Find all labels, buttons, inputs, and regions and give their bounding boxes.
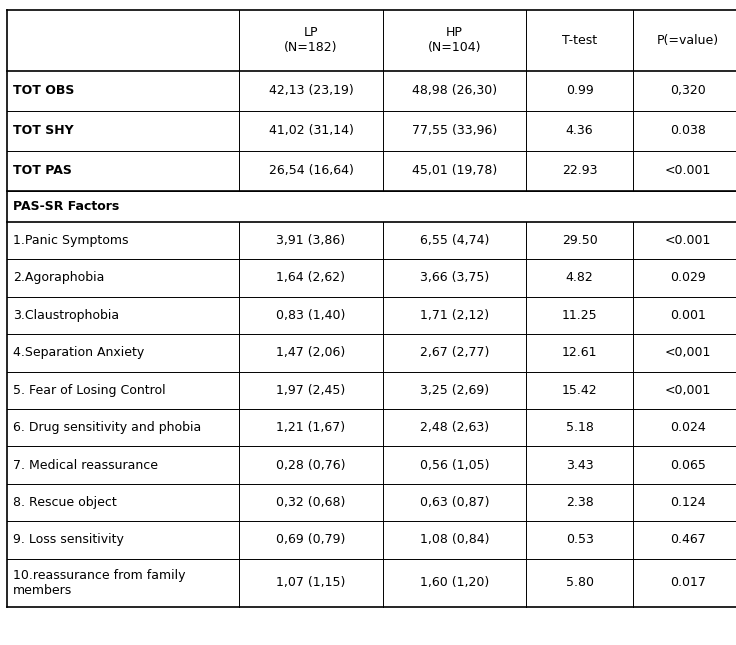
Text: 4.36: 4.36 xyxy=(566,124,593,137)
Text: <0,001: <0,001 xyxy=(665,346,712,359)
Text: 26,54 (16,64): 26,54 (16,64) xyxy=(269,164,353,177)
Text: TOT OBS: TOT OBS xyxy=(13,84,74,97)
Text: 8. Rescue object: 8. Rescue object xyxy=(13,496,117,509)
Text: 12.61: 12.61 xyxy=(562,346,598,359)
Text: 5.18: 5.18 xyxy=(566,421,593,434)
Text: 1,64 (2,62): 1,64 (2,62) xyxy=(277,272,345,284)
Text: 2.Agoraphobia: 2.Agoraphobia xyxy=(13,272,105,284)
Text: 22.93: 22.93 xyxy=(562,164,598,177)
Text: TOT PAS: TOT PAS xyxy=(13,164,72,177)
Text: 10.reassurance from family
members: 10.reassurance from family members xyxy=(13,569,185,597)
Text: 2,48 (2,63): 2,48 (2,63) xyxy=(420,421,489,434)
Text: 6. Drug sensitivity and phobia: 6. Drug sensitivity and phobia xyxy=(13,421,202,434)
Text: 0.53: 0.53 xyxy=(566,533,593,546)
Text: 0,56 (1,05): 0,56 (1,05) xyxy=(420,459,489,471)
Text: 2,67 (2,77): 2,67 (2,77) xyxy=(420,346,489,359)
Text: 0.029: 0.029 xyxy=(670,272,706,284)
Text: 4.82: 4.82 xyxy=(566,272,593,284)
Text: P(=value): P(=value) xyxy=(657,34,719,47)
Text: 5.80: 5.80 xyxy=(565,576,594,590)
Text: 1,97 (2,45): 1,97 (2,45) xyxy=(276,384,346,397)
Text: 1,47 (2,06): 1,47 (2,06) xyxy=(276,346,346,359)
Text: 1.Panic Symptoms: 1.Panic Symptoms xyxy=(13,234,129,247)
Text: 11.25: 11.25 xyxy=(562,309,598,322)
Text: 0.124: 0.124 xyxy=(670,496,706,509)
Text: 0.038: 0.038 xyxy=(670,124,706,137)
Text: 2.38: 2.38 xyxy=(566,496,593,509)
Text: 1,08 (0,84): 1,08 (0,84) xyxy=(420,533,489,546)
Text: 7. Medical reassurance: 7. Medical reassurance xyxy=(13,459,158,471)
Text: 1,21 (1,67): 1,21 (1,67) xyxy=(277,421,345,434)
Text: 77,55 (33,96): 77,55 (33,96) xyxy=(412,124,497,137)
Text: 9. Loss sensitivity: 9. Loss sensitivity xyxy=(13,533,124,546)
Text: 0,63 (0,87): 0,63 (0,87) xyxy=(420,496,489,509)
Text: 0,320: 0,320 xyxy=(670,84,706,97)
Text: 4.Separation Anxiety: 4.Separation Anxiety xyxy=(13,346,144,359)
Text: T-test: T-test xyxy=(562,34,597,47)
Text: 0,28 (0,76): 0,28 (0,76) xyxy=(276,459,346,471)
Text: 29.50: 29.50 xyxy=(562,234,598,247)
Text: 3,66 (3,75): 3,66 (3,75) xyxy=(420,272,489,284)
Text: 1,07 (1,15): 1,07 (1,15) xyxy=(276,576,346,590)
Text: TOT SHY: TOT SHY xyxy=(13,124,74,137)
Text: HP
(N=104): HP (N=104) xyxy=(428,26,481,54)
Text: 5. Fear of Losing Control: 5. Fear of Losing Control xyxy=(13,384,166,397)
Text: <0.001: <0.001 xyxy=(665,234,712,247)
Text: 3,91 (3,86): 3,91 (3,86) xyxy=(277,234,345,247)
Text: 0.017: 0.017 xyxy=(670,576,706,590)
Text: 0.467: 0.467 xyxy=(670,533,706,546)
Text: 45,01 (19,78): 45,01 (19,78) xyxy=(412,164,497,177)
Text: 0.99: 0.99 xyxy=(566,84,593,97)
Text: 0.024: 0.024 xyxy=(670,421,706,434)
Text: 0.065: 0.065 xyxy=(670,459,706,471)
Text: 0,69 (0,79): 0,69 (0,79) xyxy=(276,533,346,546)
Text: 41,02 (31,14): 41,02 (31,14) xyxy=(269,124,353,137)
Text: 1,60 (1,20): 1,60 (1,20) xyxy=(420,576,489,590)
Text: 3.43: 3.43 xyxy=(566,459,593,471)
Text: <0.001: <0.001 xyxy=(665,164,712,177)
Text: LP
(N=182): LP (N=182) xyxy=(284,26,338,54)
Text: 48,98 (26,30): 48,98 (26,30) xyxy=(412,84,497,97)
Text: 42,13 (23,19): 42,13 (23,19) xyxy=(269,84,353,97)
Text: 6,55 (4,74): 6,55 (4,74) xyxy=(420,234,489,247)
Text: 0,32 (0,68): 0,32 (0,68) xyxy=(276,496,346,509)
Text: 1,71 (2,12): 1,71 (2,12) xyxy=(420,309,489,322)
Text: 15.42: 15.42 xyxy=(562,384,598,397)
Text: <0,001: <0,001 xyxy=(665,384,712,397)
Text: 3.Claustrophobia: 3.Claustrophobia xyxy=(13,309,119,322)
Text: PAS-SR Factors: PAS-SR Factors xyxy=(13,200,119,213)
Text: 0,83 (1,40): 0,83 (1,40) xyxy=(276,309,346,322)
Text: 3,25 (2,69): 3,25 (2,69) xyxy=(420,384,489,397)
Text: 0.001: 0.001 xyxy=(670,309,706,322)
